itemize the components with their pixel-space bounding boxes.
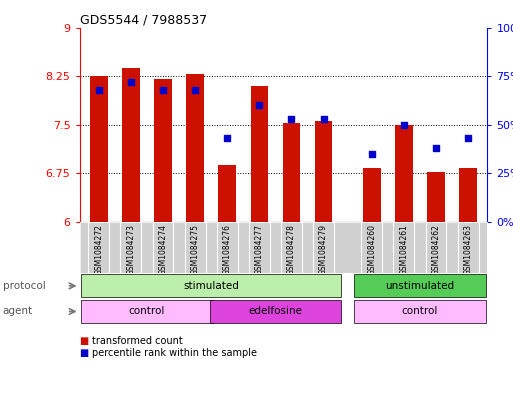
Bar: [186, 74, 204, 222]
Point: [223, 135, 231, 141]
Bar: [81, 300, 213, 323]
Text: stimulated: stimulated: [183, 281, 239, 291]
Bar: [425, 222, 446, 273]
Text: ■: ■: [80, 348, 89, 358]
Point: [159, 86, 167, 93]
Bar: [90, 76, 108, 222]
Bar: [361, 222, 382, 273]
Bar: [152, 222, 173, 273]
Point: [127, 79, 135, 85]
Bar: [458, 222, 479, 273]
Point: [191, 86, 199, 93]
Text: percentile rank within the sample: percentile rank within the sample: [92, 348, 258, 358]
Bar: [154, 79, 172, 222]
Text: GSM1084260: GSM1084260: [367, 224, 376, 275]
Bar: [427, 172, 445, 222]
Text: transformed count: transformed count: [92, 336, 183, 346]
Text: GDS5544 / 7988537: GDS5544 / 7988537: [80, 14, 207, 27]
Text: GSM1084278: GSM1084278: [287, 224, 296, 275]
Text: agent: agent: [3, 307, 33, 316]
Text: unstimulated: unstimulated: [385, 281, 455, 291]
Text: GSM1084279: GSM1084279: [319, 224, 328, 275]
Text: edelfosine: edelfosine: [248, 307, 302, 316]
Text: ■: ■: [80, 336, 89, 346]
Text: GSM1084277: GSM1084277: [255, 224, 264, 275]
Point: [287, 116, 295, 122]
Bar: [313, 222, 334, 273]
Bar: [315, 121, 332, 222]
Bar: [354, 300, 486, 323]
Point: [95, 86, 103, 93]
Bar: [363, 168, 381, 222]
Bar: [81, 274, 341, 298]
Text: GSM1084263: GSM1084263: [464, 224, 472, 275]
Bar: [210, 300, 341, 323]
Bar: [88, 222, 109, 273]
Point: [464, 135, 472, 141]
Bar: [219, 165, 236, 222]
Point: [320, 116, 328, 122]
Text: GSM1084273: GSM1084273: [126, 224, 135, 275]
Bar: [354, 274, 486, 298]
Point: [368, 151, 376, 157]
Text: protocol: protocol: [3, 281, 45, 291]
Bar: [250, 86, 268, 222]
Text: GSM1084275: GSM1084275: [191, 224, 200, 275]
Bar: [281, 222, 302, 273]
Point: [432, 145, 440, 151]
Bar: [217, 222, 238, 273]
Text: control: control: [402, 307, 438, 316]
Bar: [393, 222, 415, 273]
Bar: [459, 168, 477, 222]
Text: GSM1084274: GSM1084274: [159, 224, 168, 275]
Point: [400, 121, 408, 128]
Text: control: control: [129, 307, 165, 316]
Point: [255, 102, 264, 108]
Bar: [395, 125, 412, 222]
Text: GSM1084261: GSM1084261: [399, 224, 408, 275]
Text: GSM1084276: GSM1084276: [223, 224, 232, 275]
Bar: [185, 222, 206, 273]
Bar: [249, 222, 270, 273]
Text: GSM1084262: GSM1084262: [431, 224, 441, 275]
Text: GSM1084272: GSM1084272: [94, 224, 103, 275]
Bar: [283, 123, 300, 222]
Bar: [122, 68, 140, 222]
Bar: [121, 222, 142, 273]
